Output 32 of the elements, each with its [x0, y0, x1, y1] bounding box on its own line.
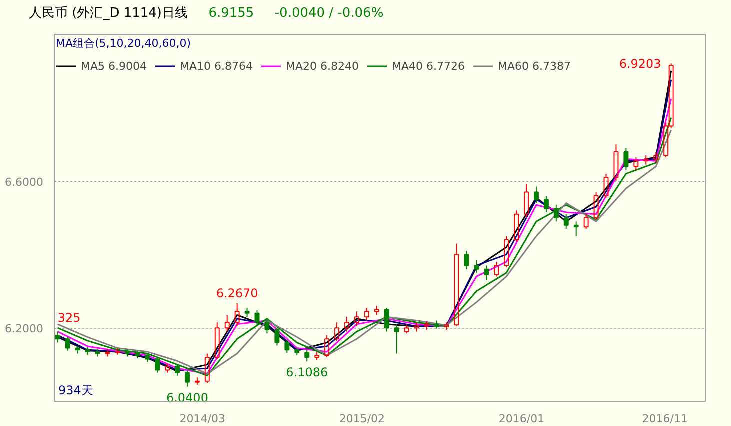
chart-subtitle: 6.9155: [208, 6, 254, 21]
legend-label: MA40 6.7726: [392, 60, 465, 72]
candlestick: [574, 221, 579, 237]
candlestick: [644, 155, 649, 166]
candlestick: [374, 306, 380, 316]
candlestick: [354, 311, 360, 327]
x-tick-label: 2015/02: [339, 412, 386, 426]
legend-label: MA10 6.8764: [180, 60, 253, 72]
legend-title: MA组合(5,10,20,40,60,0): [56, 36, 192, 51]
text: -0.0040 / -0.06%: [274, 6, 384, 21]
legend-label: MA5 6.9004: [81, 60, 147, 72]
chart-title: 人民币 (外汇_D 1114)日线: [29, 6, 188, 21]
annotation: 6.9203: [619, 57, 662, 72]
legend-label: MA20 6.8240: [286, 60, 359, 72]
y-tick-label: 6.2000: [5, 322, 44, 336]
annotation: 6.2670: [216, 286, 258, 301]
candlestick: [414, 322, 420, 332]
candlestick: [344, 316, 350, 332]
candlestick: [484, 265, 490, 281]
legend-label: MA60 6.7387: [498, 60, 571, 72]
candlestick: [454, 243, 460, 327]
candlestick: [534, 186, 539, 204]
x-tick-label: 2016/01: [498, 412, 545, 426]
x-tick-label: 2016/11: [642, 412, 688, 426]
candlestick: [234, 303, 240, 327]
annotation: 325: [58, 311, 81, 326]
y-tick-label: 6.6000: [5, 176, 44, 189]
annotation: 6.1086: [286, 366, 328, 380]
x-tick-label: 2014/03: [180, 412, 226, 426]
candlestick: [224, 314, 230, 332]
annotation: 934天: [58, 384, 94, 398]
candlestick: [614, 144, 619, 182]
